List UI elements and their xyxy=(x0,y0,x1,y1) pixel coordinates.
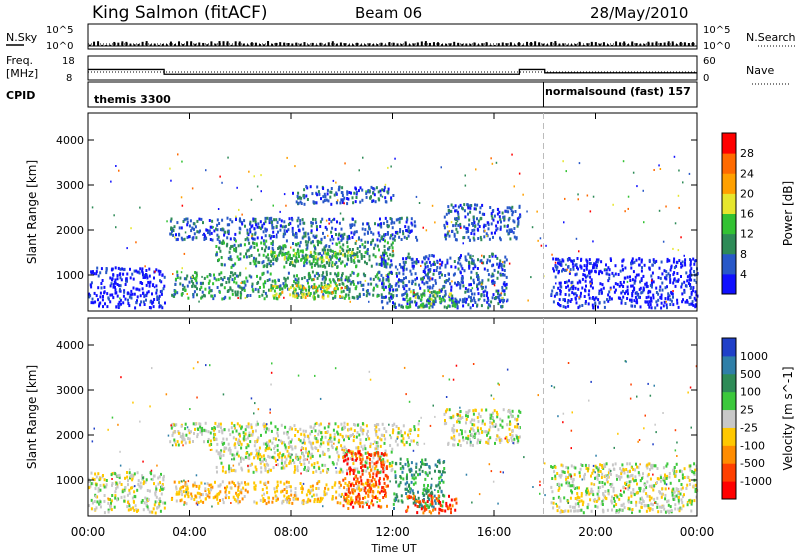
nsearch-label: N.Search xyxy=(746,31,796,44)
y-tick-label: 4000 xyxy=(56,134,84,147)
cpid-panel: CPID themis 3300 normalsound (fast) 157 xyxy=(6,81,698,108)
colorbar-tick-label: 28 xyxy=(740,147,754,160)
freq-tick-bottom: 8 xyxy=(66,73,72,84)
freq-unit-label: [MHz] xyxy=(6,67,38,80)
colorbar-tick-label: -25 xyxy=(740,421,758,434)
power-panel: 1000 2000 3000 4000 Slant Range [km] 4 8 12 16 20… xyxy=(25,112,795,312)
colorbar-label: Velocity [m s^-1] xyxy=(781,366,795,470)
colorbar-tick-label: 4 xyxy=(740,268,747,281)
nsky-tick-bottom: 10^0 xyxy=(46,41,73,52)
cpid-segment-1: normalsound (fast) 157 xyxy=(545,85,691,98)
nave-tick-bottom: 0 xyxy=(703,73,709,84)
colorbar-tick-label: 500 xyxy=(740,368,761,381)
y-tick-label: 1000 xyxy=(56,474,84,487)
x-tick-label: 16:00 xyxy=(477,525,512,539)
power-echo-region xyxy=(88,266,166,310)
x-tick-label: 08:00 xyxy=(274,525,309,539)
x-tick-label: 00:00 xyxy=(680,525,715,539)
date-title: 28/May/2010 xyxy=(590,4,688,22)
colorbar-tick-label: -100 xyxy=(740,439,765,452)
power-echo-region xyxy=(292,185,395,206)
velocity-echo-region xyxy=(443,408,522,447)
nsearch-tick-bottom: 10^0 xyxy=(703,41,730,52)
velocity-echo-region xyxy=(215,444,394,474)
power-echoes xyxy=(88,153,699,310)
velocity-colorbar: 1000 500 100 25 -25 -100 -500 -1000 Velocity [m … xyxy=(721,337,795,500)
velocity-echo-region xyxy=(392,457,446,510)
y-tick-label: 2000 xyxy=(56,224,84,237)
y-axis-label: Slant Range [km] xyxy=(25,365,39,469)
nave-label: Nave xyxy=(746,64,774,77)
cpid-segment-0: themis 3300 xyxy=(94,93,171,106)
colorbar-label: Power [dB] xyxy=(781,181,795,246)
x-axis-label: Time UT xyxy=(370,542,416,554)
x-tick-label: 20:00 xyxy=(578,525,613,539)
power-echo-region xyxy=(269,284,343,301)
power-echo-region xyxy=(171,270,395,301)
colorbar-tick-label: 20 xyxy=(740,187,754,200)
freq-tick-top: 18 xyxy=(62,56,75,67)
power-echo-region xyxy=(215,239,394,269)
x-tick-label: 12:00 xyxy=(375,525,410,539)
colorbar-tick-label: 100 xyxy=(740,386,761,399)
power-colorbar: 4 8 12 16 20 24 28 Power [dB] xyxy=(721,132,795,295)
power-echo-region xyxy=(550,257,699,310)
colorbar-tick-label: 24 xyxy=(740,167,754,180)
freq-panel: Freq. [MHz] 18 8 60 0 Nave xyxy=(6,54,790,85)
time-axis: 00:00 04:00 08:00 12:00 16:00 20:00 00:00 xyxy=(71,525,715,539)
velocity-echo-region xyxy=(405,493,458,515)
nave-tick-top: 60 xyxy=(703,56,716,67)
x-tick-label: 04:00 xyxy=(172,525,207,539)
beam-title: Beam 06 xyxy=(355,4,422,22)
power-echo-region xyxy=(169,216,419,242)
colorbar-tick-label: 1000 xyxy=(740,350,768,363)
y-tick-label: 2000 xyxy=(56,429,84,442)
velocity-echo-region xyxy=(88,471,167,515)
station-title: King Salmon (fitACF) xyxy=(92,3,268,23)
colorbar-tick-label: 12 xyxy=(740,228,754,241)
colorbar-tick-label: -1000 xyxy=(740,475,772,488)
power-echo-region xyxy=(443,203,522,242)
y-tick-label: 1000 xyxy=(56,269,84,282)
colorbar-tick-label: 16 xyxy=(740,208,754,221)
velocity-echo-region xyxy=(550,462,699,515)
y-tick-label: 4000 xyxy=(56,339,84,352)
freq-label: Freq. xyxy=(6,54,33,67)
power-echo-region xyxy=(405,289,457,310)
velocity-echoes xyxy=(88,360,699,515)
nsky-label: N.Sky xyxy=(6,31,38,44)
y-axis-label: Slant Range [km] xyxy=(25,160,39,264)
colorbar-tick-label: 8 xyxy=(740,248,747,261)
nsky-trace xyxy=(88,41,697,46)
velocity-echo-region xyxy=(169,421,420,447)
freq-trace xyxy=(88,68,697,75)
y-tick-label: 3000 xyxy=(56,384,84,397)
y-tick-label: 3000 xyxy=(56,179,84,192)
power-echo-region xyxy=(269,248,356,265)
nsearch-tick-top: 10^5 xyxy=(703,25,730,36)
nsky-tick-top: 10^5 xyxy=(46,25,73,36)
cpid-label: CPID xyxy=(6,89,35,102)
colorbar-tick-label: 25 xyxy=(740,404,754,417)
x-tick-label: 00:00 xyxy=(71,525,106,539)
colorbar-tick-label: -500 xyxy=(740,457,765,470)
velocity-echo-region xyxy=(170,480,381,506)
nsky-panel: N.Sky 10^5 10^0 10^5 10^0 N.Search xyxy=(6,23,796,52)
